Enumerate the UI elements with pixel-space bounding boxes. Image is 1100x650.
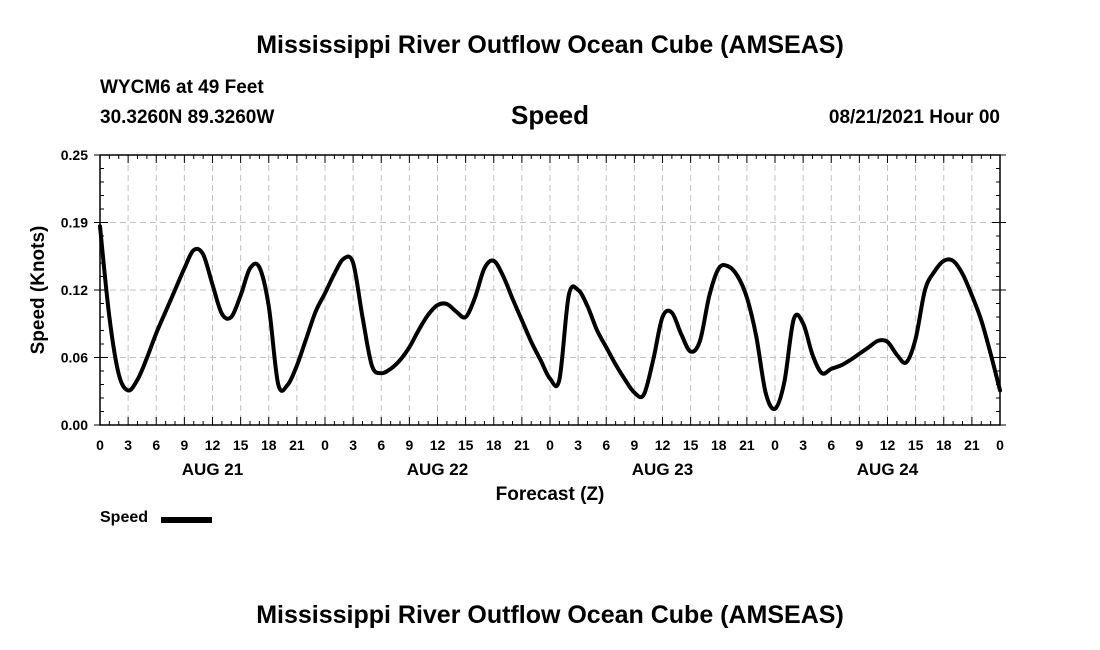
x-tick-label: 12 — [205, 437, 221, 453]
x-tick-label: 9 — [630, 437, 638, 453]
chart-title: Mississippi River Outflow Ocean Cube (AM… — [256, 31, 844, 59]
y-axis-title: Speed (Knots) — [28, 226, 49, 355]
y-tick-label: 0.25 — [61, 147, 88, 163]
y-tick-label: 0.19 — [61, 215, 88, 231]
x-tick-label: 9 — [180, 437, 188, 453]
x-tick-label: 3 — [574, 437, 582, 453]
x-tick-label: 6 — [377, 437, 385, 453]
x-tick-label: 21 — [514, 437, 530, 453]
y-tick-label: 0.12 — [61, 282, 88, 298]
x-tick-label: 0 — [321, 437, 329, 453]
datetime-label: 08/21/2021 Hour 00 — [828, 107, 1000, 128]
x-tick-label: 0 — [96, 437, 104, 453]
x-tick-label: 12 — [655, 437, 671, 453]
x-tick-label: 21 — [739, 437, 755, 453]
x-tick-label: 21 — [964, 437, 980, 453]
variable-title: Speed — [510, 100, 590, 130]
x-tick-label: 0 — [546, 437, 554, 453]
x-axis-title: Forecast (Z) — [496, 484, 605, 505]
location-label: 30.3260N 89.3260W — [100, 107, 275, 128]
day-label: AUG 21 — [182, 460, 243, 479]
x-tick-label: 18 — [711, 437, 727, 453]
x-tick-label: 6 — [827, 437, 835, 453]
x-tick-label: 15 — [458, 437, 474, 453]
x-tick-label: 12 — [880, 437, 896, 453]
x-tick-label: 21 — [289, 437, 305, 453]
y-tick-label: 0.06 — [61, 350, 88, 366]
day-label: AUG 23 — [632, 460, 693, 479]
legend-swatch — [161, 517, 212, 523]
x-tick-label: 0 — [771, 437, 779, 453]
axis-labels: 0 3 6 9 12 15 18 21 0 3 6 9 12 15 18 21 0 3 6 9 12 15 18 21 0 3 6 9… — [61, 147, 1004, 479]
day-label: AUG 24 — [857, 460, 919, 479]
x-tick-label: 6 — [152, 437, 160, 453]
speed-series-line — [98, 224, 1002, 412]
x-tick-label: 3 — [799, 437, 807, 453]
day-label: AUG 22 — [407, 460, 468, 479]
x-tick-label: 9 — [405, 437, 413, 453]
x-tick-label: 18 — [486, 437, 502, 453]
x-tick-label: 6 — [602, 437, 610, 453]
footer-title: Mississippi River Outflow Ocean Cube (AM… — [256, 601, 844, 629]
y-tick-label: 0.00 — [61, 417, 88, 433]
x-tick-label: 15 — [683, 437, 699, 453]
x-tick-label: 18 — [261, 437, 277, 453]
plot-frame — [99, 154, 1001, 426]
station-label: WYCM6 at 49 Feet — [100, 77, 264, 98]
x-tick-label: 3 — [124, 437, 132, 453]
x-tick-label: 12 — [430, 437, 446, 453]
grid — [100, 155, 1000, 425]
legend-label: Speed — [100, 509, 149, 526]
x-tick-label: 18 — [936, 437, 952, 453]
x-tick-label: 0 — [996, 437, 1004, 453]
x-tick-label: 15 — [908, 437, 924, 453]
x-tick-label: 15 — [233, 437, 249, 453]
x-tick-label: 9 — [855, 437, 863, 453]
x-tick-label: 3 — [349, 437, 357, 453]
